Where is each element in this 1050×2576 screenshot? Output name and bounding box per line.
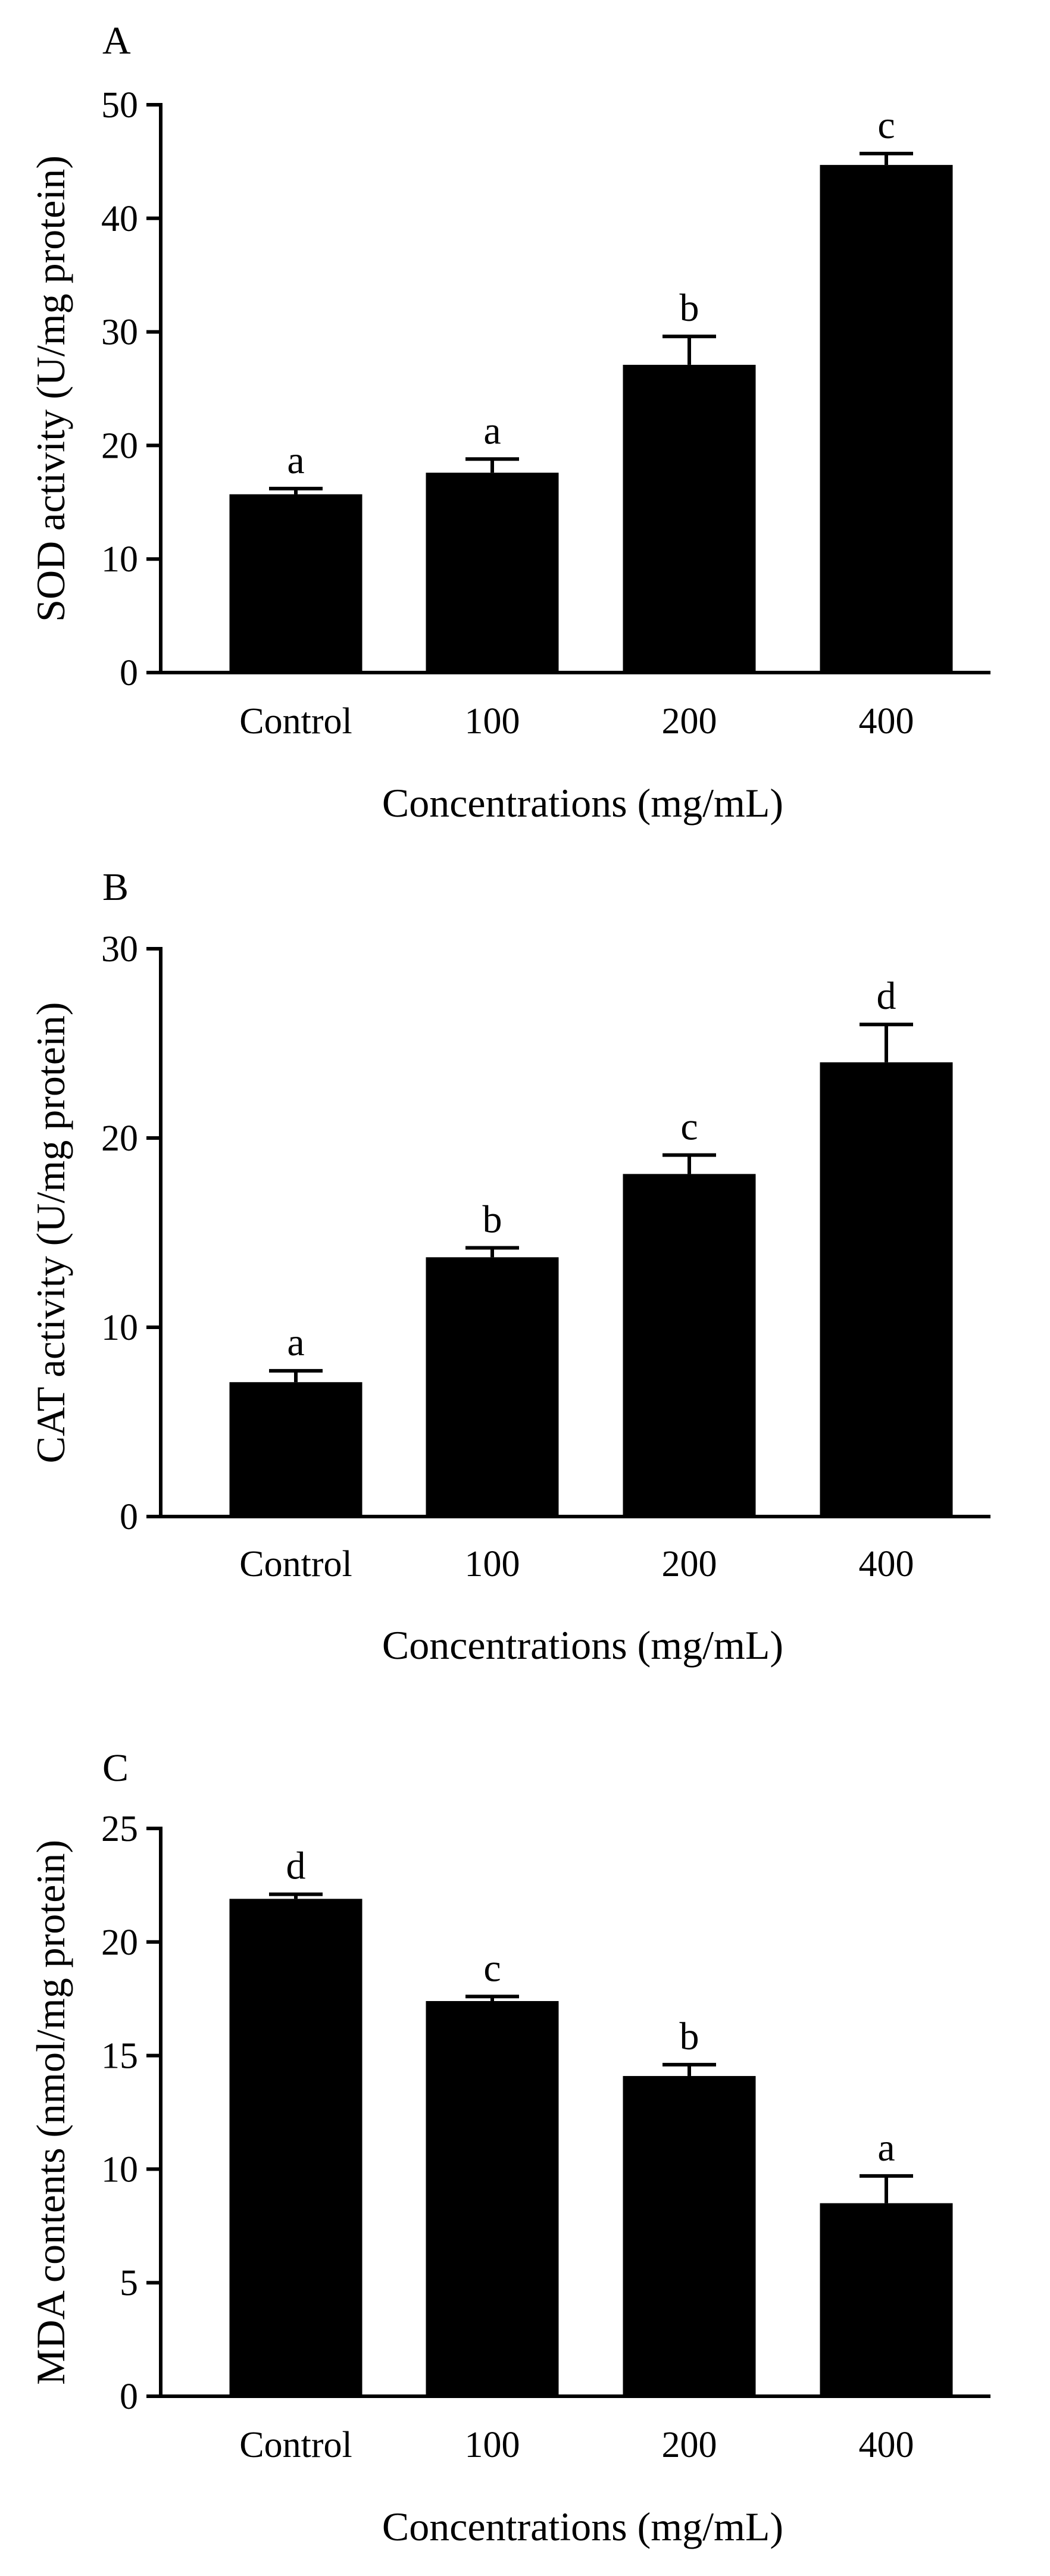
x-tick-label: 100	[465, 1544, 520, 1584]
x-tick-label: 400	[859, 2425, 914, 2465]
panel-label: A	[102, 19, 131, 62]
significance-letter: a	[287, 439, 304, 482]
y-tick-label: 20	[101, 1922, 138, 1963]
x-tick-label: Control	[239, 1544, 352, 1584]
bar	[820, 2203, 953, 2396]
significance-letter: a	[877, 2126, 895, 2169]
x-tick-label: 400	[859, 1544, 914, 1584]
x-tick-label: 200	[662, 2425, 717, 2465]
significance-letter: d	[877, 974, 896, 1018]
significance-letter: b	[483, 1198, 502, 1241]
significance-letter: c	[877, 104, 895, 147]
x-tick-label: 200	[662, 701, 717, 742]
bar	[426, 1257, 559, 1517]
y-tick-label: 10	[101, 1308, 138, 1348]
panel-mda: C 0 5 10 15 20 25 d Control c 100 b 200 a 400 Concentra…	[28, 1746, 990, 2549]
x-axis-title: Concentrations (mg/mL)	[382, 780, 783, 826]
significance-letter: c	[483, 1946, 501, 1990]
bar	[229, 1382, 362, 1517]
significance-letter: a	[287, 1321, 304, 1364]
significance-letter: d	[286, 1845, 306, 1888]
y-axis-title: MDA contents (nmol/mg protein)	[28, 1840, 73, 2385]
y-tick-label: 15	[101, 2036, 138, 2077]
significance-letter: b	[680, 2015, 699, 2058]
y-axis-title: SOD activity (U/mg protein)	[28, 155, 73, 622]
panel-label: C	[102, 1746, 129, 1790]
bar	[229, 494, 362, 673]
bar	[623, 364, 756, 673]
x-axis-title: Concentrations (mg/mL)	[382, 2504, 783, 2549]
bar	[426, 473, 559, 673]
y-tick-label: 20	[101, 426, 138, 466]
bar	[820, 1062, 953, 1517]
x-tick-label: Control	[239, 701, 352, 742]
y-tick-label: 50	[101, 85, 138, 126]
y-tick-label: 30	[101, 929, 138, 970]
y-axis-title: CAT activity (U/mg protein)	[28, 1002, 73, 1464]
panel-label: B	[102, 865, 129, 909]
y-tick-label: 10	[101, 539, 138, 580]
significance-letter: b	[680, 286, 699, 330]
y-tick-label: 0	[120, 2377, 138, 2417]
bar	[820, 165, 953, 673]
bar	[623, 2075, 756, 2396]
y-tick-label: 25	[101, 1809, 138, 1849]
y-tick-label: 40	[101, 199, 138, 239]
x-tick-label: 200	[662, 1544, 717, 1584]
x-axis-title: Concentrations (mg/mL)	[382, 1622, 783, 1668]
y-tick-label: 0	[120, 653, 138, 693]
x-tick-label: 400	[859, 701, 914, 742]
x-tick-label: Control	[239, 2425, 352, 2465]
bar	[623, 1174, 756, 1517]
y-tick-label: 10	[101, 2149, 138, 2190]
y-tick-label: 20	[101, 1118, 138, 1159]
significance-letter: c	[680, 1105, 698, 1149]
panel-cat: B 0 10 20 30 a Control b 100 c 200 d 400 Concentratio…	[28, 865, 990, 1668]
x-tick-label: 100	[465, 701, 520, 742]
significance-letter: a	[483, 409, 501, 452]
panel-sod: A 0 10 20 30 40 50 a Control a 100 b 200 c 400 Concentr…	[28, 19, 990, 826]
bar	[426, 2001, 559, 2396]
y-tick-label: 5	[120, 2263, 138, 2303]
bar	[229, 1899, 362, 2396]
x-tick-label: 100	[465, 2425, 520, 2465]
y-tick-label: 30	[101, 312, 138, 353]
y-tick-label: 0	[120, 1497, 138, 1537]
